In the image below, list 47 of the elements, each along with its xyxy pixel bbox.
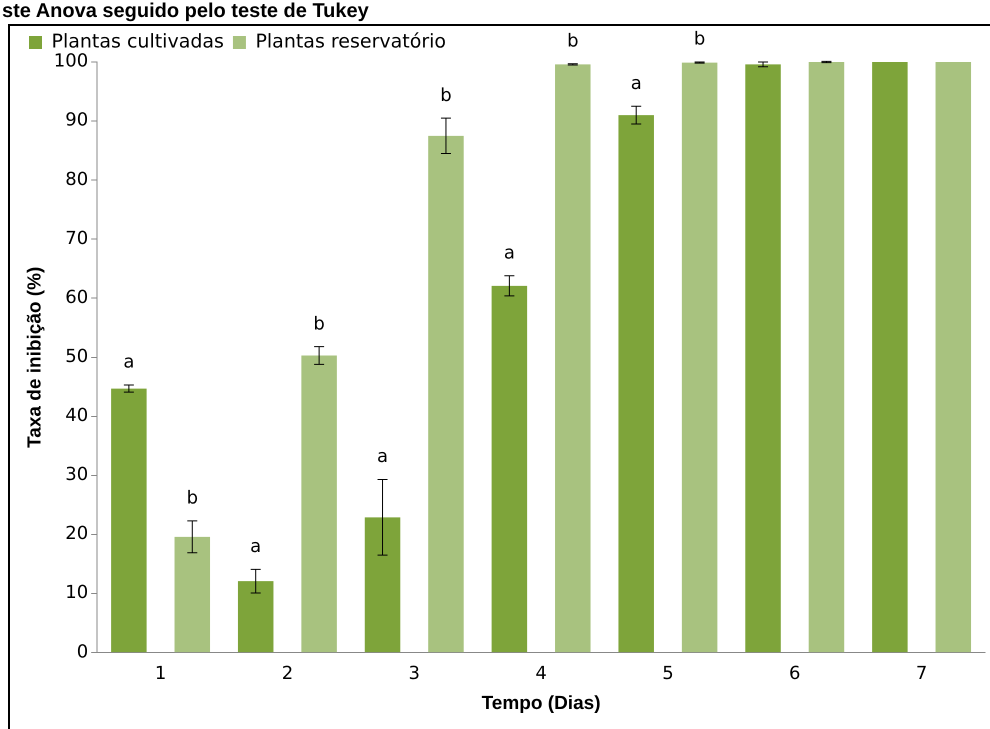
y-tick-label: 10 <box>65 582 88 604</box>
y-tick-label: 90 <box>65 110 88 131</box>
x-tick-label: 6 <box>789 663 800 684</box>
data-label: a <box>250 536 262 557</box>
data-label: b <box>313 313 325 334</box>
y-tick-label: 100 <box>54 50 88 72</box>
legend-label: Plantas cultivadas <box>52 30 224 52</box>
data-label: b <box>694 28 706 50</box>
bar <box>745 64 781 652</box>
y-tick-label: 60 <box>65 286 88 308</box>
x-axis-title: Tempo (Dias) <box>482 692 601 714</box>
x-tick-label: 2 <box>282 663 294 684</box>
y-tick-label: 50 <box>65 346 88 367</box>
data-label: b <box>440 84 452 106</box>
x-tick-label: 7 <box>916 663 928 684</box>
bar <box>492 286 528 652</box>
legend-label: Plantas reservatório <box>255 30 446 52</box>
y-tick-label: 40 <box>65 405 88 426</box>
bar <box>936 62 972 652</box>
bar <box>428 136 464 652</box>
y-axis-title: Taxa de inibição (%) <box>24 266 46 448</box>
bar <box>111 388 147 652</box>
y-tick-label: 0 <box>76 641 88 662</box>
y-tick-label: 20 <box>65 523 88 544</box>
bar <box>555 64 591 652</box>
chart-title: ste Anova seguido pelo teste de Tukey <box>2 0 369 23</box>
bar <box>364 517 400 652</box>
bar <box>618 115 654 652</box>
y-tick-label: 80 <box>65 168 88 190</box>
data-label: a <box>377 446 388 468</box>
bar <box>808 62 844 652</box>
data-label: b <box>186 488 198 509</box>
bar <box>682 62 718 652</box>
data-label: a <box>504 242 515 264</box>
x-tick-label: 5 <box>662 663 674 684</box>
data-label: a <box>123 352 134 373</box>
bar <box>301 356 337 652</box>
y-tick-label: 30 <box>65 464 88 486</box>
data-label: b <box>567 30 579 52</box>
bar <box>238 581 274 652</box>
y-tick-label: 70 <box>65 228 88 249</box>
bar <box>872 62 908 652</box>
data-label: a <box>630 72 642 94</box>
x-tick-label: 4 <box>535 663 547 684</box>
bar <box>174 536 210 652</box>
x-tick-label: 3 <box>408 663 420 684</box>
x-tick-label: 1 <box>154 663 166 684</box>
